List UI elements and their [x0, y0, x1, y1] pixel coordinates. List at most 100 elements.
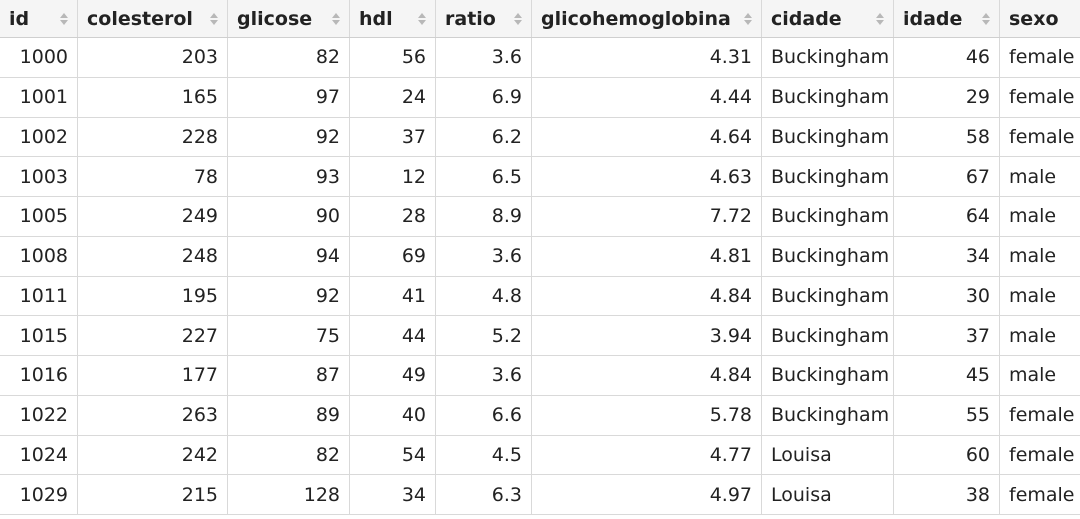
table-row: 1008 248 94 69 3.6 4.81 Buckingham 34 male: [0, 236, 1080, 277]
table-cell-sexo: male: [1009, 324, 1057, 347]
table-cell-idade: 30: [894, 276, 1000, 316]
table-cell-id: 1002: [0, 117, 78, 157]
table-row: 1022 263 89 40 6.6 5.78 Buckingham 55 female: [0, 395, 1080, 436]
table-cell-glicose: 128: [228, 475, 350, 514]
table-cell-hdl: 69: [350, 236, 436, 276]
column-header-label: colesterol: [87, 7, 193, 30]
table-cell-sexo: female: [1009, 125, 1075, 148]
table-cell-idade: 38: [894, 475, 1000, 514]
table-cell-glicohemoglobina: 4.63: [532, 157, 762, 196]
table-cell-sexo: male: [1009, 284, 1057, 307]
sort-arrows-icon[interactable]: [514, 12, 522, 25]
table-cell-cidade: Buckingham: [762, 38, 894, 77]
table-cell-sexo: female: [1009, 483, 1075, 506]
column-header-label: cidade: [771, 7, 842, 30]
table-cell-sexo: male: [1009, 245, 1057, 268]
table-cell-idade: 64: [894, 197, 1000, 236]
table-cell-idade: 37: [894, 316, 1000, 355]
table-cell-cidade: Buckingham: [762, 236, 894, 276]
sort-arrows-icon[interactable]: [418, 12, 426, 25]
table-cell-sexo: female: [1009, 443, 1075, 466]
table-cell-glicohemoglobina: 3.94: [532, 316, 762, 355]
table-cell-idade: 58: [894, 117, 1000, 157]
table-cell-glicose: 82: [228, 38, 350, 77]
table-cell-id: 1008: [0, 236, 78, 276]
column-header-label: sexo: [1009, 7, 1059, 30]
table-cell-cidade: Louisa: [762, 475, 894, 514]
table-cell-idade: 60: [894, 435, 1000, 475]
table-cell-glicohemoglobina: 5.78: [532, 395, 762, 435]
table-cell-colesterol: 228: [78, 117, 228, 157]
table-cell-hdl: 56: [350, 38, 436, 77]
table-cell-sexo: male: [1009, 165, 1057, 188]
column-header-label: idade: [903, 7, 963, 30]
table-row: 1002 228 92 37 6.2 4.64 Buckingham 58 female: [0, 117, 1080, 158]
table-cell-glicose: 92: [228, 276, 350, 316]
table-cell-hdl: 40: [350, 395, 436, 435]
column-header-idade[interactable]: idade: [894, 0, 1000, 37]
table-cell-glicohemoglobina: 4.81: [532, 236, 762, 276]
table-cell-colesterol: 227: [78, 316, 228, 355]
table-cell-sexo: male: [1009, 205, 1057, 228]
table-cell-ratio: 6.6: [436, 395, 532, 435]
table-row: 1001 165 97 24 6.9 4.44 Buckingham 29 female: [0, 77, 1080, 118]
table-cell-colesterol: 215: [78, 475, 228, 514]
table-cell-hdl: 41: [350, 276, 436, 316]
table-cell-idade: 45: [894, 356, 1000, 395]
column-header-colesterol[interactable]: colesterol: [78, 0, 228, 37]
table-cell-colesterol: 248: [78, 236, 228, 276]
table-cell-id: 1011: [0, 276, 78, 316]
table-cell-sexo: male: [1009, 364, 1057, 387]
table-cell-idade: 55: [894, 395, 1000, 435]
column-header-cidade[interactable]: cidade: [762, 0, 894, 37]
table-cell-cidade: Buckingham: [762, 356, 894, 395]
sort-arrows-icon[interactable]: [60, 12, 68, 25]
table-cell-id: 1016: [0, 356, 78, 395]
table-cell-glicohemoglobina: 7.72: [532, 197, 762, 236]
sort-arrows-icon[interactable]: [332, 12, 340, 25]
table-cell-hdl: 34: [350, 475, 436, 514]
table-header: id colesterol glicose hdl ratio glicohemoglob…: [0, 0, 1080, 38]
column-header-label: glicose: [237, 7, 313, 30]
sort-arrows-icon[interactable]: [876, 12, 884, 25]
table-cell-cidade: Buckingham: [762, 157, 894, 196]
table-cell-idade: 67: [894, 157, 1000, 196]
column-header-label: glicohemoglobina: [541, 7, 731, 30]
table-cell-colesterol: 195: [78, 276, 228, 316]
column-header-ratio[interactable]: ratio: [436, 0, 532, 37]
table-cell-glicose: 89: [228, 395, 350, 435]
table-cell-glicose: 82: [228, 435, 350, 475]
table-row: 1003 78 93 12 6.5 4.63 Buckingham 67 male: [0, 157, 1080, 197]
table-cell-colesterol: 242: [78, 435, 228, 475]
table-cell-colesterol: 203: [78, 38, 228, 77]
column-header-id[interactable]: id: [0, 0, 78, 37]
table-cell-id: 1022: [0, 395, 78, 435]
table-cell-glicohemoglobina: 4.44: [532, 77, 762, 117]
table-cell-glicohemoglobina: 4.31: [532, 38, 762, 77]
column-header-glicose[interactable]: glicose: [228, 0, 350, 37]
table-cell-colesterol: 249: [78, 197, 228, 236]
table-cell-colesterol: 263: [78, 395, 228, 435]
table-cell-glicose: 90: [228, 197, 350, 236]
sort-arrows-icon[interactable]: [744, 12, 752, 25]
sort-arrows-icon[interactable]: [210, 12, 218, 25]
table-cell-ratio: 4.5: [436, 435, 532, 475]
column-header-glicohemoglobina[interactable]: glicohemoglobina: [532, 0, 762, 37]
table-cell-colesterol: 78: [78, 157, 228, 196]
table-cell-ratio: 6.5: [436, 157, 532, 196]
table-cell-hdl: 49: [350, 356, 436, 395]
column-header-sexo[interactable]: sexo: [1000, 0, 1080, 37]
table-cell-glicose: 97: [228, 77, 350, 117]
column-header-label: ratio: [445, 7, 496, 30]
table-cell-cidade: Buckingham: [762, 316, 894, 355]
table-cell-id: 1001: [0, 77, 78, 117]
table-row: 1000 203 82 56 3.6 4.31 Buckingham 46 female: [0, 38, 1080, 78]
table-cell-cidade: Buckingham: [762, 117, 894, 157]
column-header-hdl[interactable]: hdl: [350, 0, 436, 37]
table-cell-hdl: 24: [350, 77, 436, 117]
sort-arrows-icon[interactable]: [982, 12, 990, 25]
table-cell-ratio: 8.9: [436, 197, 532, 236]
table-cell-sexo: female: [1009, 404, 1075, 427]
table-cell-id: 1024: [0, 435, 78, 475]
